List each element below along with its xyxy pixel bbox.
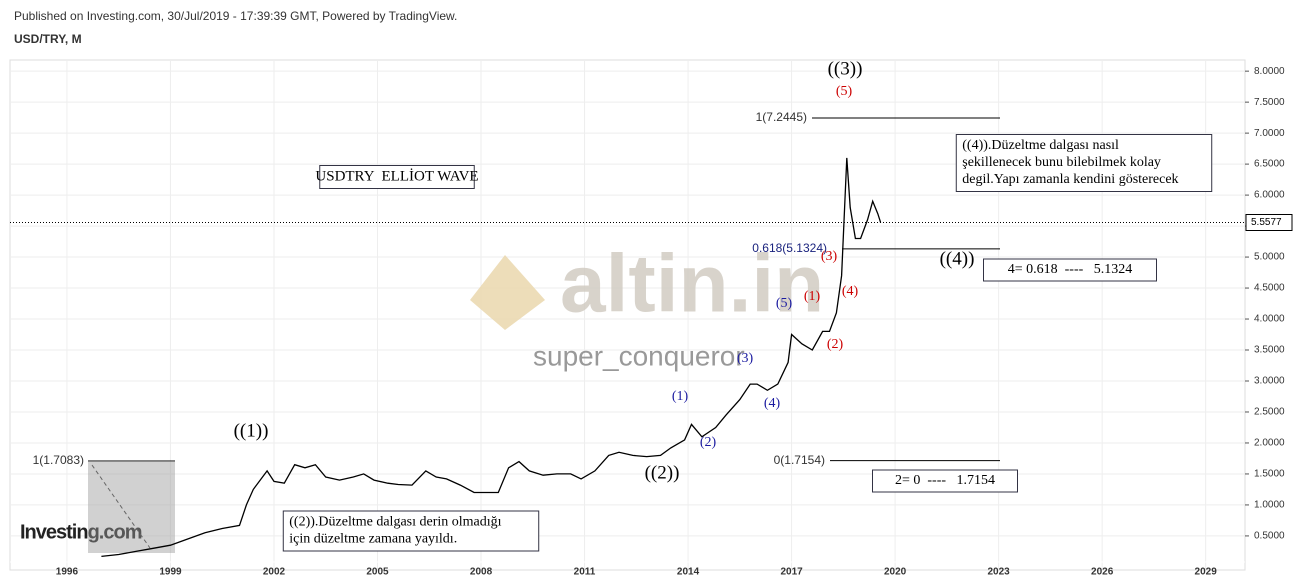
price-line xyxy=(101,157,882,558)
x-tick-label: 2008 xyxy=(470,567,493,578)
annotation-box xyxy=(983,258,1157,282)
y-tick-label: 1.0000 xyxy=(1254,500,1285,511)
x-tick-label: 2002 xyxy=(263,567,286,578)
y-tick-label: 3.5000 xyxy=(1254,345,1285,356)
annotation-box xyxy=(319,165,475,189)
annotation: ((3)) xyxy=(828,58,863,79)
y-tick-label: 2.0000 xyxy=(1254,438,1285,449)
annotation: şekillenecek bunu bilebilmek kolay xyxy=(962,155,1161,170)
y-tick-label: 3.0000 xyxy=(1254,376,1285,387)
x-tick-label: 2020 xyxy=(884,567,907,578)
x-tick-label: 2017 xyxy=(780,567,803,578)
annotation: 4= 0.618 ---- 5.1324 xyxy=(1008,262,1133,277)
annotation: (3) xyxy=(821,249,838,264)
annotation: ((4)).Düzeltme dalgası nasıl xyxy=(962,138,1119,153)
x-tick-label: 2014 xyxy=(677,567,700,578)
x-tick-label: 1999 xyxy=(159,567,182,578)
y-tick-label: 1.5000 xyxy=(1254,469,1285,480)
watermark-logo xyxy=(470,255,545,330)
annotation: 2= 0 ---- 1.7154 xyxy=(895,473,995,488)
fib-label: 1(1.7083) xyxy=(33,453,84,467)
x-tick-label: 2023 xyxy=(987,567,1010,578)
annotation: (2) xyxy=(827,337,844,352)
annotation: altin.in xyxy=(560,239,824,330)
annotation: (4) xyxy=(764,396,781,411)
y-tick-label: 0.5000 xyxy=(1254,531,1285,542)
fib-label: 1(7.2445) xyxy=(756,110,807,124)
fib-label: 0.618(5.1324) xyxy=(752,241,827,255)
y-tick-label: 5.0000 xyxy=(1254,252,1285,263)
annotation: USDTRY ELLİOT WAVE xyxy=(315,168,478,184)
annotation: (3) xyxy=(737,351,754,366)
y-tick-label: 8.0000 xyxy=(1254,66,1285,77)
x-tick-label: 1996 xyxy=(56,567,79,578)
annotation: ((1)) xyxy=(234,420,269,441)
y-tick-label: 2.5000 xyxy=(1254,407,1285,418)
annotation: ((4)) xyxy=(940,248,975,269)
y-tick-label: 6.0000 xyxy=(1254,190,1285,201)
annotation: degil.Yapı zamanla kendini gösterecek xyxy=(962,172,1178,187)
x-tick-label: 2011 xyxy=(574,567,596,578)
x-tick-label: 2005 xyxy=(366,567,389,578)
annotation: ((2)) xyxy=(645,462,680,483)
x-tick-label: 2029 xyxy=(1195,567,1218,578)
annotation: ((2)).Düzeltme dalgası derin olmadığı xyxy=(289,515,501,530)
last-price-box xyxy=(1245,213,1293,231)
y-tick-label: 7.5000 xyxy=(1254,97,1285,108)
annotation: için düzeltme zamana yayıldı. xyxy=(289,532,457,547)
annotation-box xyxy=(872,469,1018,493)
annotation: super_conqueror xyxy=(533,340,745,371)
annotation: (4) xyxy=(842,284,859,299)
annotation: (1) xyxy=(672,389,689,404)
y-tick-label: 4.5000 xyxy=(1254,283,1285,294)
last-price-label: 5.5577 xyxy=(1251,217,1282,228)
annotation: Investing.com xyxy=(20,521,142,543)
annotation-box xyxy=(955,134,1213,192)
range-diagonal xyxy=(91,464,151,549)
annotation: (5) xyxy=(776,296,793,311)
annotation: (1) xyxy=(804,289,821,304)
annotation-box xyxy=(282,510,540,552)
y-tick-label: 6.5000 xyxy=(1254,159,1285,170)
x-tick-label: 2026 xyxy=(1091,567,1114,578)
header: Published on Investing.com, 30/Jul/2019 … xyxy=(14,9,457,23)
annotation: (2) xyxy=(700,435,717,450)
y-tick-label: 4.0000 xyxy=(1254,314,1285,325)
range-box xyxy=(88,461,175,553)
annotation: (5) xyxy=(836,84,853,99)
y-tick-label: 7.0000 xyxy=(1254,128,1285,139)
fib-label: 0(1.7154) xyxy=(774,453,825,467)
chart-title: USD/TRY, M xyxy=(14,32,82,46)
